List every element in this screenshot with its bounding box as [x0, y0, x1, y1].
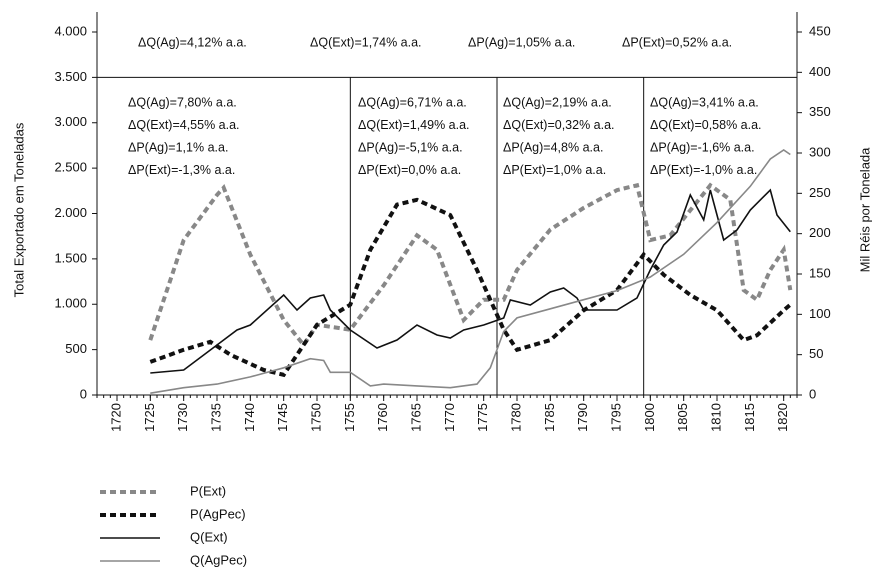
y-tick-label: 1.500: [54, 250, 87, 265]
y2-tick-label: 350: [809, 104, 831, 119]
y-tick-label: 4.000: [54, 23, 87, 38]
x-tick-label: 1820: [775, 403, 790, 432]
y-tick-label: 3.500: [54, 69, 87, 84]
y-tick-label: 2.000: [54, 205, 87, 220]
x-tick-label: 1815: [742, 403, 757, 432]
y2-tick-label: 300: [809, 144, 831, 159]
x-tick-label: 1725: [142, 403, 157, 432]
y-axis-label: Total Exportado em Toneladas: [11, 122, 26, 297]
y-tick-label: 2.500: [54, 160, 87, 175]
legend-label: Q(Ext): [190, 529, 228, 544]
annotation: ΔQ(Ext)=0,58% a.a.: [650, 118, 762, 132]
x-tick-label: 1750: [308, 403, 323, 432]
x-tick-label: 1740: [242, 403, 257, 432]
y2-tick-label: 0: [809, 386, 816, 401]
series-line: [149, 197, 792, 378]
x-tick-label: 1800: [642, 403, 657, 432]
annotation: ΔQ(Ag)=4,12% a.a.: [138, 35, 247, 49]
annotation: ΔP(Ext)=-1,3% a.a.: [128, 163, 235, 177]
legend-label: P(Ext): [190, 483, 226, 498]
series-line: [150, 188, 791, 374]
y-tick-label: 500: [65, 341, 87, 356]
x-tick-label: 1755: [342, 403, 357, 432]
x-tick-label: 1760: [375, 403, 390, 432]
annotation: ΔP(Ag)=1,05% a.a.: [468, 35, 575, 49]
y2-tick-label: 150: [809, 265, 831, 280]
annotation: ΔP(Ag)=1,1% a.a.: [128, 140, 228, 154]
x-tick-label: 1790: [575, 403, 590, 432]
series-line: [148, 182, 793, 349]
annotation: ΔQ(Ag)=6,71% a.a.: [358, 95, 467, 109]
y-tick-label: 3.000: [54, 114, 87, 129]
annotation: ΔQ(Ext)=1,74% a.a.: [310, 35, 422, 49]
x-tick-label: 1785: [542, 403, 557, 432]
annotation: ΔQ(Ext)=0,32% a.a.: [503, 118, 615, 132]
y2-tick-label: 200: [809, 225, 831, 240]
x-tick-label: 1720: [108, 403, 123, 432]
annotation: ΔP(Ag)=-1,6% a.a.: [650, 140, 755, 154]
y2-tick-label: 50: [809, 346, 823, 361]
x-tick-label: 1810: [708, 403, 723, 432]
annotation: ΔP(Ext)=1,0% a.a.: [503, 163, 606, 177]
y2-tick-label: 250: [809, 185, 831, 200]
x-tick-label: 1795: [608, 403, 623, 432]
annotation: ΔP(Ag)=-5,1% a.a.: [358, 140, 463, 154]
annotation: ΔQ(Ag)=7,80% a.a.: [128, 95, 237, 109]
legend-label: P(AgPec): [190, 506, 246, 521]
annotation: ΔP(Ext)=0,0% a.a.: [358, 163, 461, 177]
y-tick-label: 0: [80, 386, 87, 401]
x-tick-label: 1805: [675, 403, 690, 432]
annotation: ΔP(Ag)=4,8% a.a.: [503, 140, 603, 154]
annotation: ΔQ(Ext)=1,49% a.a.: [358, 118, 470, 132]
legend-label: Q(AgPec): [190, 552, 247, 567]
annotation: ΔQ(Ext)=4,55% a.a.: [128, 118, 240, 132]
x-tick-label: 1780: [508, 403, 523, 432]
x-tick-label: 1775: [475, 403, 490, 432]
x-tick-label: 1730: [175, 403, 190, 432]
x-tick-label: 1765: [408, 403, 423, 432]
y2-tick-label: 100: [809, 306, 831, 321]
y2-tick-label: 400: [809, 64, 831, 79]
y2-axis-label: Mil Réis por Tonelada: [857, 147, 872, 273]
series-line: [150, 149, 791, 394]
x-tick-label: 1745: [275, 403, 290, 432]
x-tick-label: 1735: [208, 403, 223, 432]
annotation: ΔP(Ext)=-1,0% a.a.: [650, 163, 757, 177]
y2-tick-label: 450: [809, 23, 831, 38]
annotation: ΔP(Ext)=0,52% a.a.: [622, 35, 732, 49]
x-tick-label: 1770: [442, 403, 457, 432]
y-tick-label: 1.000: [54, 296, 87, 311]
annotation: ΔQ(Ag)=2,19% a.a.: [503, 95, 612, 109]
annotation: ΔQ(Ag)=3,41% a.a.: [650, 95, 759, 109]
